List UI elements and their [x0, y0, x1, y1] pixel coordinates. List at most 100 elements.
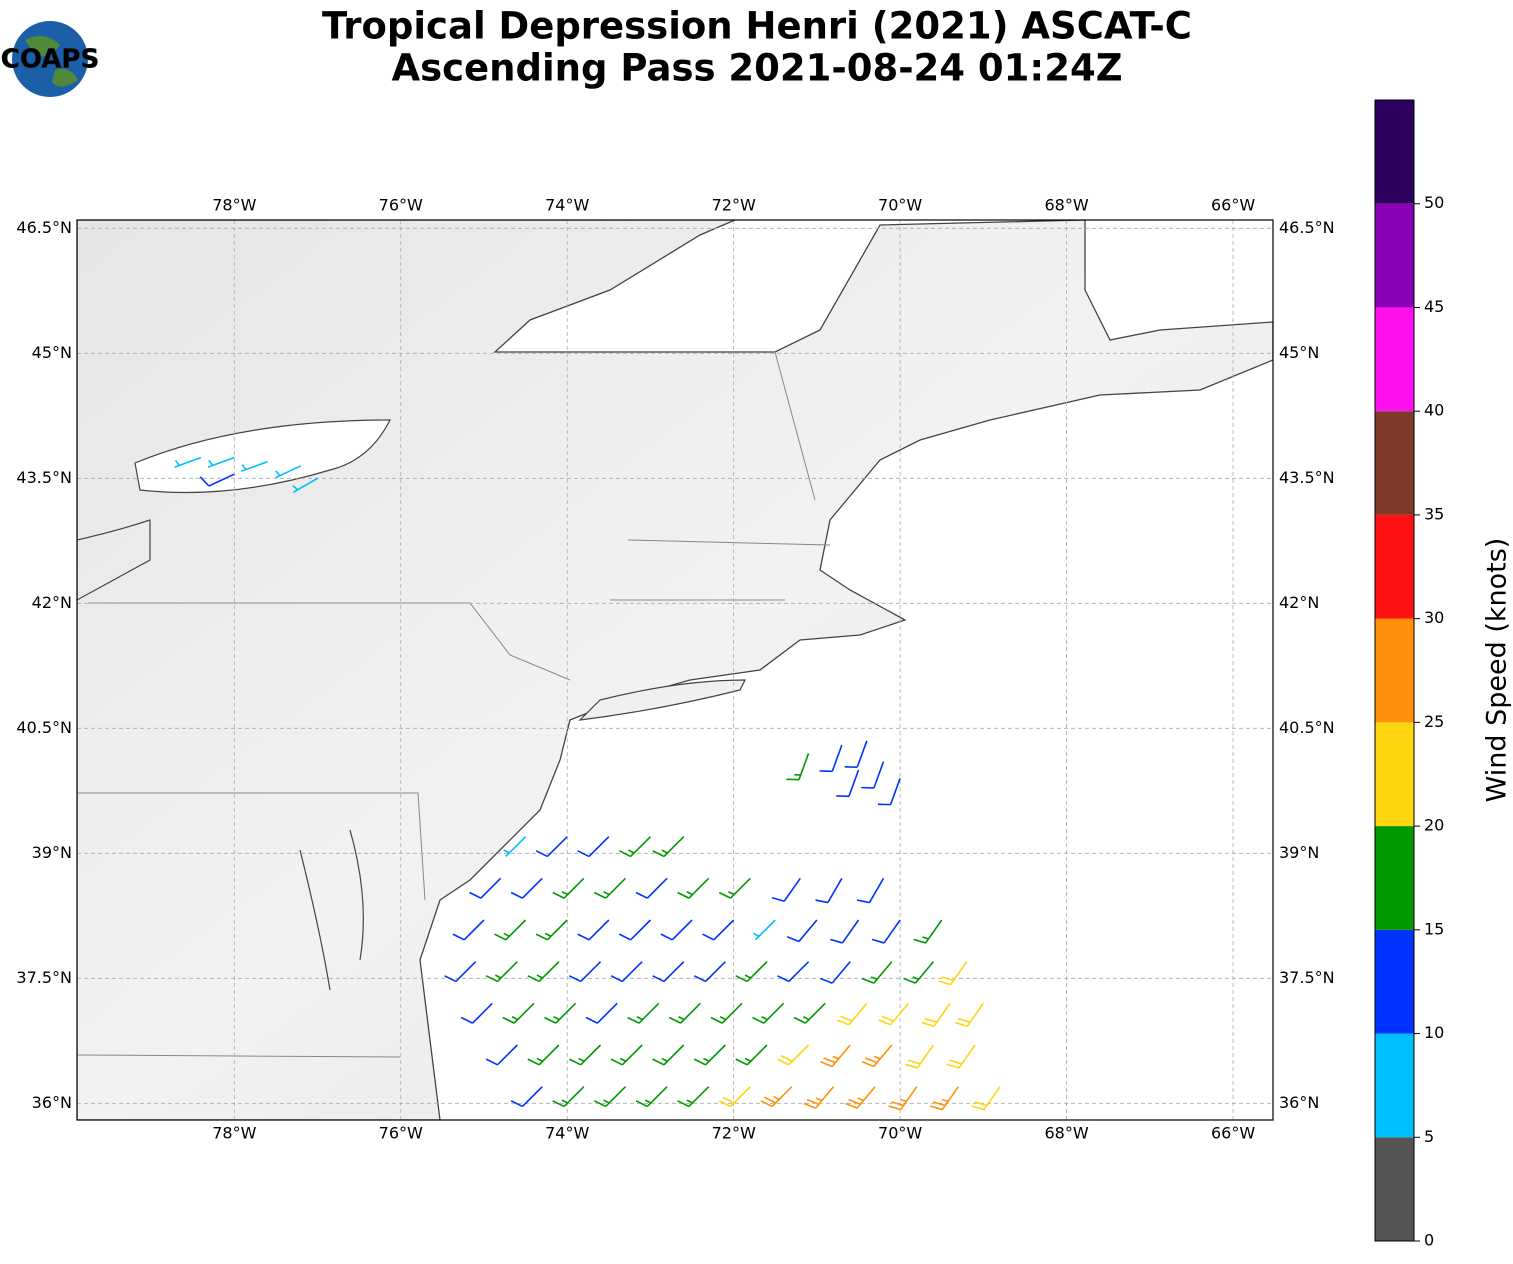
- wind-barb: [627, 1002, 660, 1024]
- wind-barb: [652, 1044, 685, 1066]
- colorbar-segment: [1375, 722, 1414, 827]
- y-tick-label: 39°N: [1279, 843, 1319, 862]
- wind-barb: [938, 961, 968, 986]
- wind-barb: [771, 877, 801, 903]
- x-tick-label: 68°W: [1044, 196, 1088, 215]
- wind-barb: [702, 919, 735, 941]
- wind-barb: [569, 1044, 602, 1066]
- x-tick-label: 74°W: [545, 196, 589, 215]
- wind-barb: [793, 1002, 826, 1024]
- y-tick-label: 42°N: [1279, 593, 1319, 612]
- x-tick-label: 70°W: [878, 196, 922, 215]
- wind-barb: [618, 836, 652, 858]
- wind-barb: [510, 1086, 543, 1108]
- wind-barb: [878, 1002, 910, 1026]
- wind-barb: [569, 961, 602, 983]
- y-tick-label: 37.5°N: [16, 968, 72, 987]
- y-tick-label: 40.5°N: [16, 718, 72, 737]
- wind-barb: [207, 456, 235, 468]
- y-tick-label: 42°N: [32, 593, 72, 612]
- wind-barb: [652, 961, 685, 983]
- wind-barb: [544, 1002, 577, 1024]
- title: Ascending Pass 2021-08-24 01:24Z: [391, 47, 1122, 90]
- wind-barb: [753, 919, 776, 941]
- wind-barb: [905, 1044, 935, 1069]
- wind-barb: [819, 744, 843, 773]
- colorbar-segment: [1375, 618, 1414, 723]
- wind-barb: [494, 919, 527, 941]
- y-tick-label: 45°N: [1279, 343, 1319, 362]
- wind-barb: [971, 1086, 1001, 1111]
- wind-barb: [777, 1044, 810, 1066]
- y-tick-label: 43.5°N: [16, 468, 72, 487]
- colorbar-tick-label: 25: [1424, 712, 1444, 731]
- wind-barb: [444, 961, 477, 983]
- wind-barb: [877, 778, 901, 806]
- colorbar-tick-label: 45: [1424, 297, 1444, 316]
- wind-barb: [275, 465, 302, 479]
- wind-barb: [718, 1086, 751, 1108]
- wind-barbs: [174, 456, 1001, 1111]
- wind-barb: [710, 1002, 743, 1024]
- wind-barb: [652, 836, 685, 858]
- x-tick-label: 66°W: [1211, 1124, 1255, 1143]
- wind-barb: [241, 460, 268, 472]
- wind-barb: [594, 877, 627, 899]
- colorbar-segment: [1375, 1137, 1414, 1241]
- wind-barb: [693, 1044, 726, 1066]
- wind-barb: [786, 919, 818, 943]
- wind-barb: [845, 1086, 876, 1109]
- wind-barb: [820, 1044, 851, 1068]
- y-tick-label: 36°N: [32, 1093, 72, 1112]
- y-tick-label: 40.5°N: [1279, 718, 1335, 737]
- wind-barb: [903, 961, 935, 984]
- wind-barb: [577, 836, 610, 858]
- wind-barb: [535, 919, 568, 941]
- colorbar-segment: [1375, 100, 1414, 204]
- y-tick-label: 46.5°N: [16, 218, 72, 237]
- wind-barb: [635, 877, 668, 899]
- wind-barb: [460, 1002, 493, 1024]
- logo-land: [25, 36, 78, 87]
- wind-barb: [861, 961, 893, 984]
- colorbar-tick-label: 15: [1424, 919, 1444, 938]
- wind-barb: [577, 919, 610, 941]
- wind-barb: [888, 1086, 918, 1111]
- wind-barb: [485, 1044, 518, 1066]
- wind-barb: [502, 1002, 535, 1024]
- wind-barb: [292, 477, 318, 494]
- wind-barb: [503, 836, 527, 858]
- logo-text: COAPS: [1, 45, 99, 75]
- wind-barb: [510, 877, 543, 899]
- wind-barb: [677, 877, 710, 899]
- lake-ontario: [134, 419, 391, 494]
- wind-barb: [946, 1044, 976, 1069]
- x-tick-label: 76°W: [379, 1124, 423, 1143]
- colorbar: 0 5 10 15 20 25 30 35 40 45 50: [1374, 99, 1444, 1250]
- y-tick-label: 45°N: [32, 343, 72, 362]
- x-tick-label: 72°W: [712, 1124, 756, 1143]
- x-tick-label: 68°W: [1044, 1124, 1088, 1143]
- wind-barb: [871, 919, 901, 944]
- x-tick-label: 76°W: [379, 196, 423, 215]
- wind-barb: [618, 919, 652, 941]
- wind-barb: [552, 877, 585, 899]
- map-area: [77, 220, 1273, 1120]
- wind-barb: [735, 961, 768, 983]
- colorbar-label: Wind Speed (knots): [1482, 538, 1513, 803]
- colorbar-segment: [1375, 514, 1414, 619]
- colorbar-tick-label: 5: [1424, 1127, 1434, 1146]
- wind-barb: [594, 1086, 627, 1108]
- x-tick-label: 78°W: [212, 1124, 256, 1143]
- x-tick-label: 66°W: [1211, 196, 1255, 215]
- wind-barb: [677, 1086, 710, 1108]
- wind-barb: [199, 473, 235, 487]
- y-tick-label: 36°N: [1279, 1093, 1319, 1112]
- x-tick-label: 70°W: [878, 1124, 922, 1143]
- wind-barb: [635, 1086, 668, 1108]
- colorbar-tick-label: 35: [1424, 504, 1444, 523]
- wind-barb: [552, 1086, 585, 1108]
- wind-barb: [803, 1086, 835, 1109]
- wind-barb: [535, 836, 568, 858]
